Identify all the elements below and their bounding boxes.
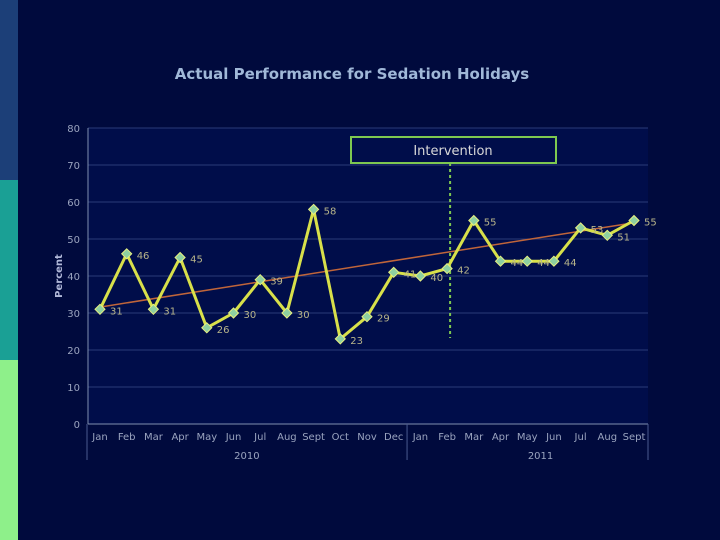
data-point [227,307,240,319]
data-label: 31 [163,306,176,317]
x-tick-label: Aug [277,432,297,443]
data-label: 41 [404,269,417,280]
stripe-band-middle [0,180,18,360]
y-tick-label: 30 [67,309,80,320]
data-point [521,255,533,267]
x-tick-label: Jun [225,432,242,443]
x-tick-label: Apr [171,432,189,443]
chart-title: Actual Performance for Sedation Holidays [175,65,529,83]
data-label: 44 [564,258,577,269]
stripe-band-bottom [0,360,18,540]
x-tick-label: Jan [412,432,428,443]
y-tick-label: 60 [67,198,80,209]
data-point [601,229,614,242]
x-tick-label: Feb [118,432,136,443]
x-tick-label: Oct [332,432,349,443]
data-label: 26 [217,325,230,336]
data-label: 23 [350,336,363,347]
data-point [334,333,347,345]
x-tick-label: Sept [623,432,646,443]
data-label: 42 [457,266,470,277]
y-tick-label: 0 [74,420,80,431]
data-point [441,262,453,275]
y-tick-label: 20 [67,346,80,357]
y-tick-label: 70 [67,161,80,172]
y-tick-label: 10 [67,383,80,394]
x-tick-label: Mar [464,432,484,443]
data-label: 31 [110,306,123,317]
x-tick-label: Sept [302,432,325,443]
y-tick-label: 80 [67,124,80,135]
trend-line [99,221,635,308]
data-point [414,270,427,282]
x-tick-label: Aug [598,432,618,443]
x-tick-label: Mar [144,432,164,443]
data-label: 45 [190,255,203,266]
data-point [94,303,106,316]
data-label: 55 [484,218,497,229]
data-label: 29 [377,314,390,325]
x-tick-label: Feb [438,432,456,443]
x-tick-label: Jul [574,432,587,443]
data-label: 30 [297,310,310,321]
data-point [387,266,400,279]
data-point [120,248,133,260]
data-point [281,307,293,319]
x-tick-label: Dec [384,432,403,443]
data-label: 44 [537,258,550,269]
data-label: 58 [324,206,337,217]
stripe-band-top [0,0,18,180]
intervention-label: Intervention [413,144,492,159]
x-year-label: 2011 [528,451,553,462]
left-decorative-stripe [0,0,18,540]
x-tick-label: Jul [253,432,266,443]
data-label: 39 [270,277,283,288]
x-tick-label: Jun [545,432,562,443]
x-year-label: 2010 [234,451,259,462]
y-axis-label: Percent [54,254,65,298]
y-tick-label: 40 [67,272,80,283]
data-point [548,255,560,267]
x-tick-label: May [517,432,538,443]
intervention-box [350,136,557,164]
data-label: 46 [137,251,150,262]
data-point [574,222,587,234]
y-tick-label: 50 [67,235,80,246]
data-point [468,214,480,227]
data-point [174,251,186,264]
data-point [147,303,160,316]
data-point [361,310,373,323]
data-label: 55 [644,218,657,229]
data-point [307,203,320,216]
data-point [254,273,266,286]
data-label: 30 [244,310,257,321]
x-tick-label: Nov [357,432,377,443]
data-label: 53 [591,225,604,236]
data-point [201,322,213,334]
data-point [628,214,640,227]
x-tick-label: Jan [91,432,107,443]
data-label: 51 [617,232,630,243]
data-point [494,255,507,267]
x-tick-label: May [196,432,217,443]
data-label: 40 [430,273,443,284]
x-tick-label: Apr [492,432,510,443]
data-label: 44 [511,258,524,269]
